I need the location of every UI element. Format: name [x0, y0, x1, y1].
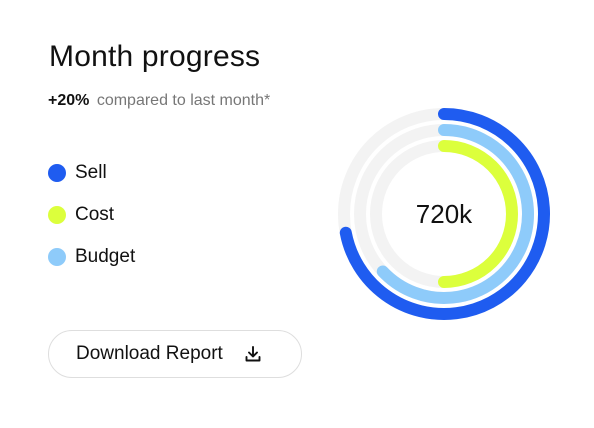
legend-label-budget: Budget [75, 246, 136, 267]
legend-dot-budget [48, 248, 66, 266]
chart-legend: Sell Cost Budget [48, 162, 135, 288]
legend-item-budget: Budget [48, 246, 135, 268]
legend-dot-sell [48, 164, 66, 182]
legend-item-cost: Cost [48, 204, 135, 226]
legend-dot-cost [48, 206, 66, 224]
ring-arc-sell [339, 108, 550, 320]
comparison-text: +20% compared to last month* [48, 92, 270, 110]
delta-value: +20% [48, 92, 90, 109]
legend-item-sell: Sell [48, 162, 135, 184]
ring-arc-budget [376, 124, 534, 304]
radial-progress-chart [338, 108, 550, 320]
legend-label-sell: Sell [75, 162, 107, 183]
compare-label: compared to last month* [96, 92, 271, 109]
download-report-button[interactable]: Download Report [48, 330, 302, 378]
card-title: Month progress [49, 40, 261, 73]
download-report-label: Download Report [76, 343, 223, 364]
legend-label-cost: Cost [75, 204, 115, 225]
ring-arc-cost [438, 140, 518, 288]
download-icon [243, 344, 263, 364]
